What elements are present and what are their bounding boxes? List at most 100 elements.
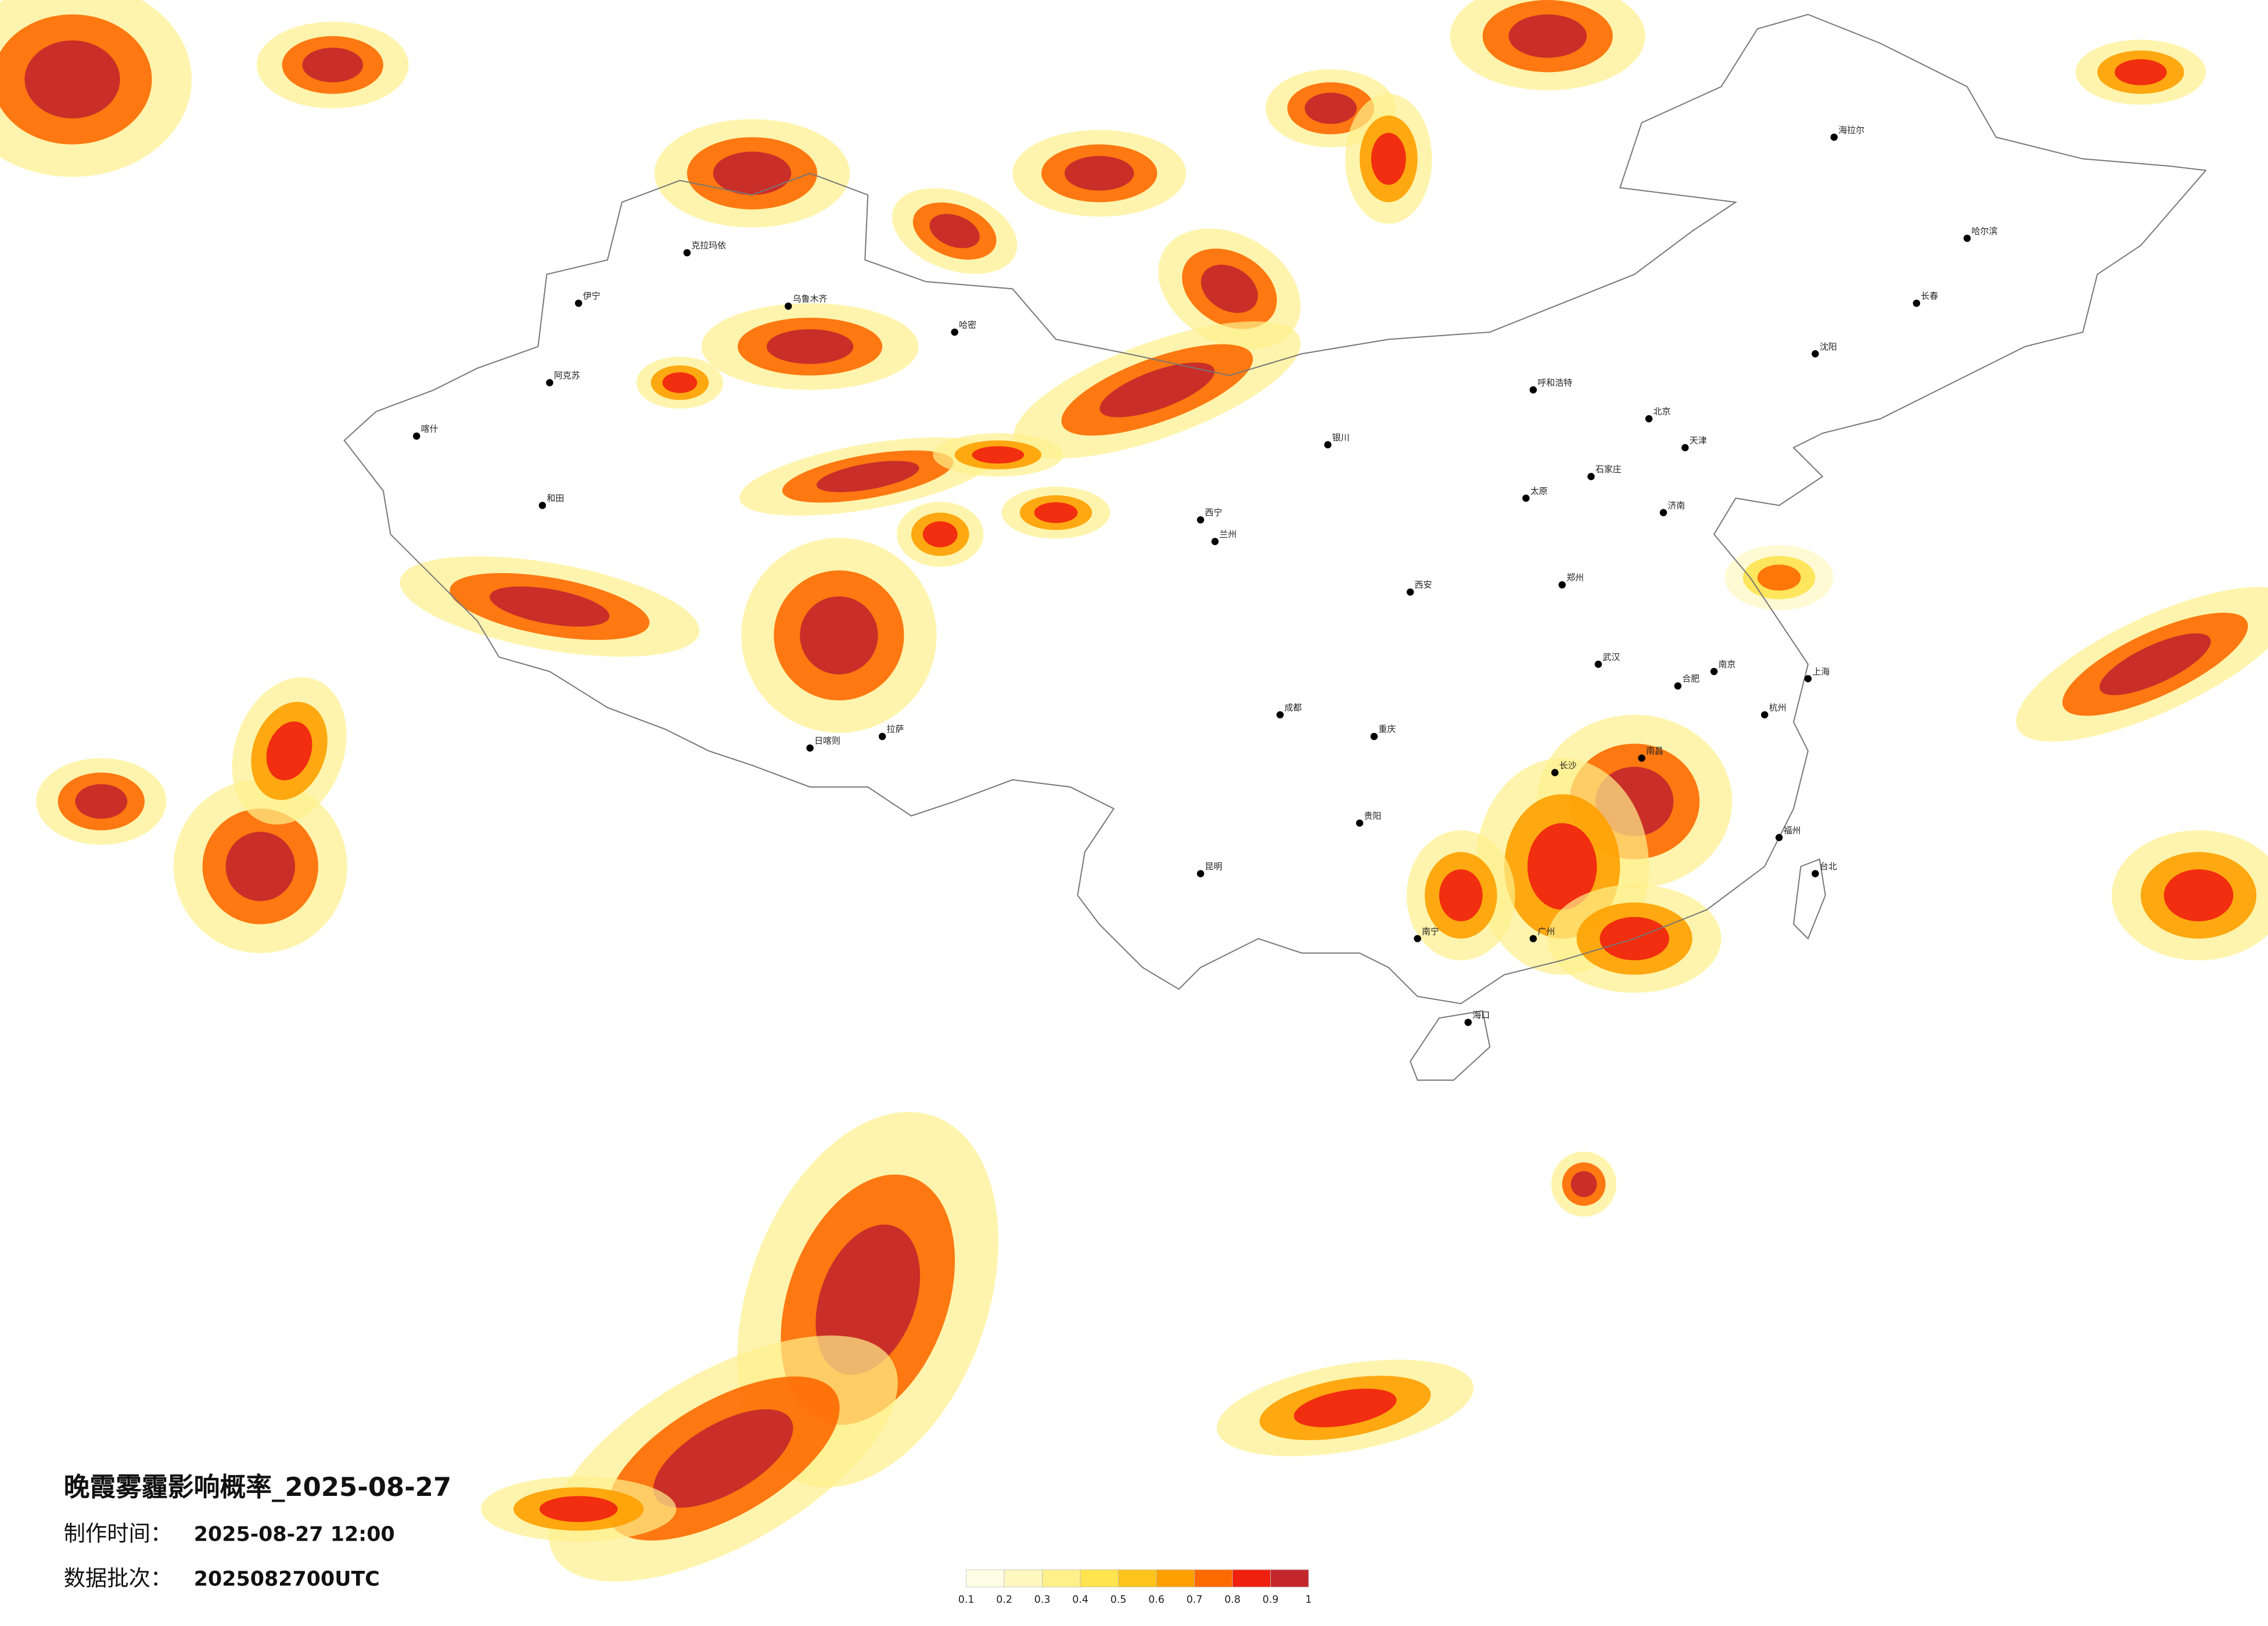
probability-area — [816, 461, 919, 492]
probability-area — [1570, 1171, 1597, 1197]
legend-swatch — [1080, 1569, 1119, 1588]
legend-label: 0.8 — [1224, 1594, 1241, 1606]
city-dot — [1324, 441, 1332, 449]
probability-area — [1439, 869, 1483, 922]
city-dot — [683, 249, 691, 257]
city-dot — [878, 732, 886, 740]
city-label: 成都 — [1285, 702, 1302, 713]
city-dot — [1775, 834, 1783, 841]
city-label: 郑州 — [1566, 573, 1584, 583]
city-label: 武汉 — [1602, 652, 1620, 662]
legend-swatch — [1042, 1569, 1081, 1588]
city-label: 合肥 — [1682, 674, 1699, 684]
city-label: 海口 — [1472, 1010, 1490, 1020]
probability-area — [490, 586, 610, 627]
city-label: 太原 — [1530, 485, 1548, 496]
china-outline — [343, 13, 2207, 1005]
city-label: 拉萨 — [887, 724, 904, 735]
city-dot — [1211, 538, 1219, 545]
legend-label: 0.2 — [996, 1594, 1012, 1606]
city-label: 贵阳 — [1364, 811, 1381, 821]
map-title: 晚霞雾霾影响概率_2025-08-27 — [64, 1472, 452, 1502]
city-dot — [1522, 494, 1530, 502]
city-label: 海拉尔 — [1838, 125, 1864, 135]
city-label: 昆明 — [1205, 861, 1223, 872]
city-dot — [1594, 660, 1602, 668]
city-label: 哈密 — [959, 319, 976, 330]
city-label: 喀什 — [421, 424, 438, 434]
city-dot — [1196, 516, 1205, 524]
city-label: 台北 — [1820, 861, 1837, 872]
city-label: 杭州 — [1769, 702, 1787, 713]
city-dot — [1963, 235, 1971, 242]
legend-label: 0.4 — [1072, 1594, 1088, 1606]
probability-area — [1201, 264, 1258, 313]
probability-area — [929, 214, 980, 249]
probability-area — [1099, 362, 1215, 418]
probability-area — [662, 372, 698, 393]
city-label: 呼和浩特 — [1537, 377, 1572, 388]
city-dot — [1638, 754, 1645, 762]
probability-area — [1034, 502, 1078, 523]
city-dot — [1681, 444, 1689, 452]
city-label: 石家庄 — [1595, 464, 1622, 474]
city-label: 克拉玛依 — [691, 240, 726, 251]
city-dot — [1276, 711, 1284, 719]
probability-area — [24, 40, 120, 118]
city-dot — [1674, 682, 1682, 690]
city-label: 北京 — [1654, 406, 1671, 417]
hainan-outline — [1410, 1010, 1491, 1081]
probability-area — [2099, 633, 2211, 696]
probability-area — [2115, 59, 2167, 85]
city-dot — [1370, 732, 1378, 740]
legend: 0.1 0.2 0.3 0.4 0.5 0.6 0.7 0.8 0.9 1 — [958, 1569, 1312, 1606]
city-label: 长春 — [1921, 291, 1938, 301]
legend-label: 1 — [1306, 1594, 1312, 1606]
city-dot — [1529, 935, 1537, 942]
legend-swatch — [1232, 1569, 1271, 1588]
city-label: 西宁 — [1205, 508, 1223, 518]
legend-swatch — [1156, 1569, 1195, 1588]
probability-area — [1371, 132, 1406, 185]
city-dot — [1659, 509, 1667, 516]
probability-area — [266, 721, 312, 780]
probability-area — [713, 152, 792, 195]
legend-label: 0.9 — [1263, 1594, 1279, 1606]
batch-label: 数据批次： — [64, 1565, 172, 1591]
city-dot — [1406, 588, 1414, 596]
city-label: 银川 — [1332, 432, 1350, 443]
taiwan-outline — [1793, 858, 1826, 940]
city-label: 济南 — [1667, 500, 1685, 510]
city-dot — [785, 302, 792, 310]
probability-area — [1064, 156, 1134, 191]
probability-area — [1757, 564, 1801, 591]
city-label: 日喀则 — [814, 736, 840, 746]
city-dot — [1551, 769, 1559, 776]
city-dot — [1645, 415, 1653, 423]
legend-label: 0.5 — [1110, 1594, 1127, 1606]
legend-label: 0.7 — [1187, 1594, 1203, 1606]
city-label: 南昌 — [1646, 746, 1663, 756]
city-label: 沈阳 — [1820, 341, 1837, 352]
probability-area — [653, 1409, 793, 1508]
probability-area — [539, 1496, 618, 1522]
probability-area — [225, 832, 296, 901]
city-label: 重庆 — [1378, 724, 1396, 735]
city-label: 兰州 — [1219, 529, 1237, 539]
city-label: 哈尔滨 — [1971, 226, 1997, 236]
city-label: 和田 — [547, 493, 564, 503]
legend-swatch — [1118, 1569, 1157, 1588]
city-label: 阿克苏 — [554, 370, 580, 381]
city-dot — [546, 379, 553, 387]
city-dot — [1356, 819, 1364, 827]
city-label: 广州 — [1537, 926, 1555, 937]
city-dot — [1196, 870, 1205, 877]
city-dot — [1529, 386, 1537, 394]
city-dot — [1558, 581, 1566, 589]
probability-area — [1527, 823, 1597, 910]
city-dot — [1811, 350, 1819, 358]
